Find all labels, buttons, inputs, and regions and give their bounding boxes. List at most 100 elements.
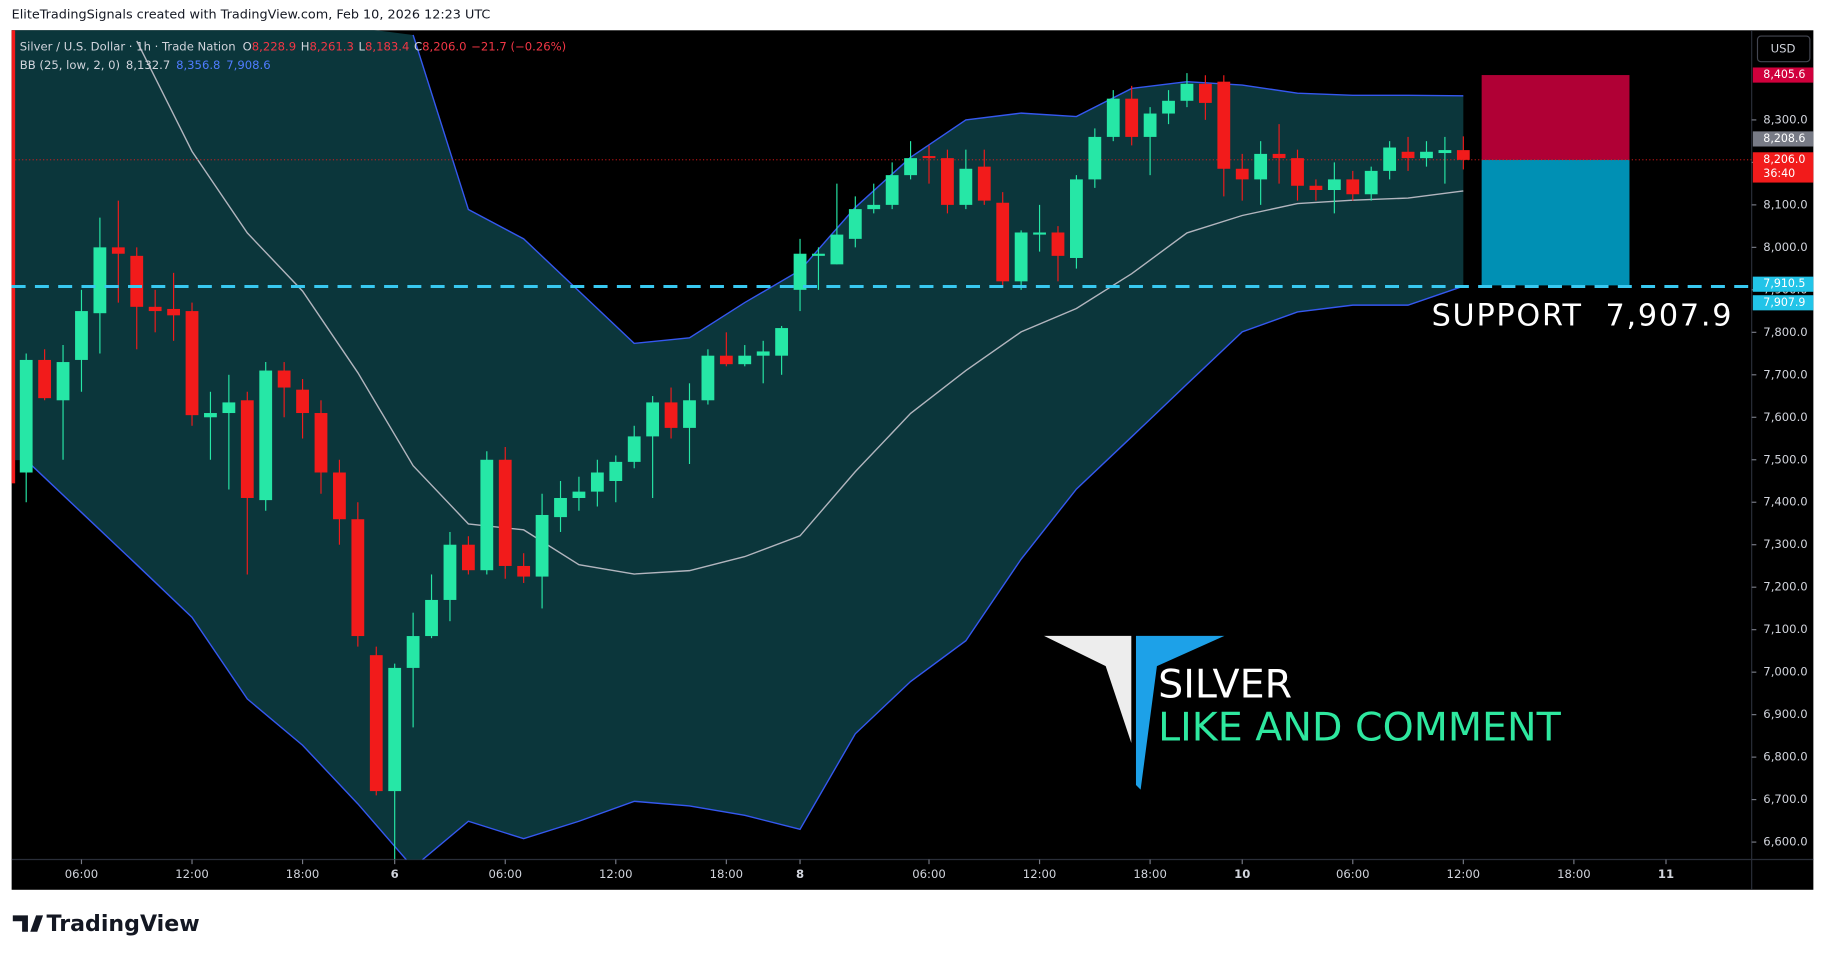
candle-body xyxy=(996,202,1010,282)
target-zone xyxy=(1481,75,1630,160)
footer-icon xyxy=(12,915,44,932)
axes: 6,600.0 6,700.0 6,800.0 6,900.0 7,000.0 7,100… xyxy=(65,67,1814,881)
candle-body xyxy=(1162,100,1175,114)
candle-body xyxy=(406,636,420,668)
candle-body xyxy=(683,400,696,428)
y-tick-label: 7,000.0 xyxy=(1763,665,1807,679)
x-tick-label: 8 xyxy=(796,867,804,881)
candle-body xyxy=(1125,98,1139,137)
candle-body xyxy=(38,359,52,399)
candle-body xyxy=(775,328,789,356)
legend-change: −21.7 (−0.26%) xyxy=(471,39,566,53)
price-tag-label: 8,208.6 xyxy=(1763,132,1805,145)
x-tick-label: 18:00 xyxy=(710,867,744,881)
stop-zone xyxy=(1481,159,1630,286)
candle-body xyxy=(1291,158,1304,186)
candle-body xyxy=(75,311,88,360)
price-tag-label: 8,405.6 xyxy=(1763,68,1805,81)
logo-white xyxy=(1044,635,1132,744)
footer-brand: TradingView xyxy=(47,911,200,937)
candle-body xyxy=(646,402,660,437)
legend-value: 8,228.9 xyxy=(252,39,296,53)
y-tick-label: 8,100.0 xyxy=(1763,197,1807,211)
candle-body xyxy=(1198,83,1212,103)
candle-body xyxy=(1327,179,1341,191)
candle-body xyxy=(222,402,236,414)
logo-blue xyxy=(1135,635,1225,790)
candle-body xyxy=(277,370,291,388)
currency-label: USD xyxy=(1771,41,1796,55)
price-tag xyxy=(1752,67,1814,83)
legend-key: L xyxy=(359,39,366,53)
y-tick-label: 6,700.0 xyxy=(1763,792,1807,806)
overlay-subtitle: LIKE AND COMMENT xyxy=(1158,705,1562,751)
price-tag xyxy=(1752,131,1814,147)
candle-body xyxy=(554,497,567,518)
candle-body xyxy=(480,459,494,571)
band-line xyxy=(25,285,1464,860)
candle-body xyxy=(388,667,402,792)
y-tick-label: 6,900.0 xyxy=(1763,707,1807,721)
candle-body xyxy=(1033,232,1046,235)
candle-body xyxy=(498,459,512,566)
y-tick-label: 7,200.0 xyxy=(1763,580,1807,594)
candle-body xyxy=(56,362,70,401)
candle-body xyxy=(369,655,383,792)
candle-body xyxy=(517,565,531,577)
candle-body xyxy=(259,370,273,501)
candle-body xyxy=(461,544,475,571)
y-tick-label: 7,500.0 xyxy=(1763,452,1807,466)
x-tick-label: 18:00 xyxy=(286,867,320,881)
candle-body xyxy=(296,389,309,414)
price-tag xyxy=(1752,295,1814,311)
edge-marker xyxy=(11,30,16,484)
candle-body xyxy=(333,472,346,520)
currency-button[interactable] xyxy=(1756,35,1811,63)
candle-body xyxy=(351,519,365,637)
candle-body xyxy=(148,306,162,312)
legend-value: 8,206.0 xyxy=(422,39,466,53)
symbol-name: Silver / U.S. Dollar · 1h · Trade Nation xyxy=(20,39,236,53)
candle-body xyxy=(1143,113,1157,137)
symbol-legend: Silver / U.S. Dollar · 1h · Trade Nation… xyxy=(20,39,566,53)
candle-body xyxy=(240,400,254,498)
indicator-value: 8,132.7 xyxy=(126,58,170,72)
candle-body xyxy=(701,355,715,401)
x-tick-label: 06:00 xyxy=(1336,867,1370,881)
candle-body xyxy=(1051,232,1065,256)
y-tick-label: 6,800.0 xyxy=(1763,750,1807,764)
candle-body xyxy=(1346,179,1360,195)
candle-body xyxy=(93,247,107,314)
price-tag-label: 7,907.9 xyxy=(1763,296,1805,309)
price-tag xyxy=(1752,276,1814,292)
y-tick-label: 7,300.0 xyxy=(1763,537,1807,551)
candle-body xyxy=(590,472,604,492)
candle-body xyxy=(885,175,899,205)
candle-body xyxy=(1272,153,1286,159)
candle-body xyxy=(130,255,144,307)
footer-logo xyxy=(12,915,44,932)
indicator-value: 7,908.6 xyxy=(226,58,270,72)
legend-key: O xyxy=(243,39,252,53)
price-tag-label: 7,910.5 xyxy=(1763,277,1805,290)
candle-body xyxy=(719,355,733,365)
y-tick-label: 7,800.0 xyxy=(1763,325,1807,339)
candle-body xyxy=(904,158,917,176)
candle-body xyxy=(1420,151,1433,159)
support-label: SUPPORT 7,907.9 xyxy=(1432,298,1734,333)
candle-body xyxy=(1309,185,1323,191)
candle-body xyxy=(204,413,217,418)
y-tick-label: 7,600.0 xyxy=(1763,410,1807,424)
x-tick-label: 12:00 xyxy=(175,867,209,881)
x-tick-label: 6 xyxy=(391,867,399,881)
candle-body xyxy=(1401,151,1415,159)
candle-body xyxy=(627,436,641,462)
candle-body xyxy=(959,168,973,205)
header-text: EliteTradingSignals created with Trading… xyxy=(12,8,491,23)
countdown-label: 36:40 xyxy=(1763,167,1795,180)
candle-body xyxy=(19,359,33,473)
x-tick-label: 18:00 xyxy=(1133,867,1167,881)
price-tag-label: 8,206.0 xyxy=(1763,153,1805,166)
indicator-legend: BB (25, low, 2, 0) 8,132.7 8,356.8 7,908.6 xyxy=(20,58,271,72)
